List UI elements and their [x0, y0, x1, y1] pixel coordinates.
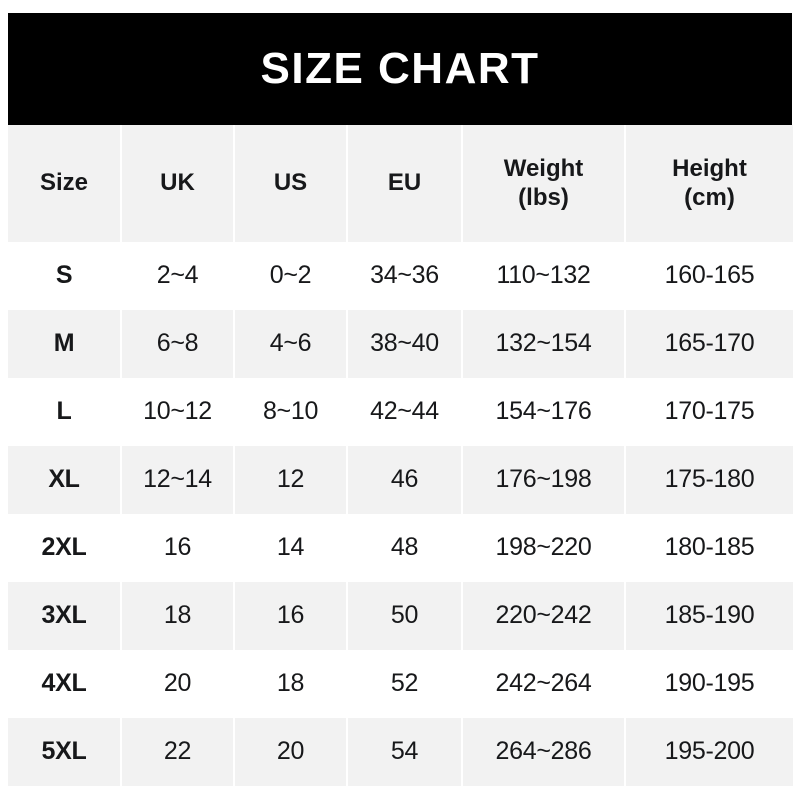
cell-eu: 42~44: [348, 378, 463, 446]
cell-size: 2XL: [8, 514, 122, 582]
cell-weight: 220~242: [463, 582, 626, 650]
cell-us: 4~6: [235, 310, 348, 378]
cell-uk: 6~8: [122, 310, 235, 378]
column-header-uk: UK: [122, 125, 235, 242]
column-header-size: Size: [8, 125, 122, 242]
cell-weight: 176~198: [463, 446, 626, 514]
cell-height: 185-190: [626, 582, 793, 650]
column-header-size-line-1: Size: [39, 169, 89, 197]
column-header-height: Height (cm): [626, 125, 793, 242]
table-row: S 2~4 0~2 34~36 110~132 160-165: [8, 242, 793, 310]
table-row: 5XL 22 20 54 264~286 195-200: [8, 718, 793, 786]
cell-eu: 50: [348, 582, 463, 650]
cell-weight: 198~220: [463, 514, 626, 582]
cell-us: 8~10: [235, 378, 348, 446]
cell-size: L: [8, 378, 122, 446]
cell-height: 180-185: [626, 514, 793, 582]
page-title: SIZE CHART: [260, 44, 540, 93]
column-header-eu: EU: [348, 125, 463, 242]
cell-eu: 52: [348, 650, 463, 718]
cell-height: 165-170: [626, 310, 793, 378]
cell-height: 170-175: [626, 378, 793, 446]
column-header-uk-line-1: UK: [160, 169, 195, 197]
column-header-us: US: [235, 125, 348, 242]
cell-height: 195-200: [626, 718, 793, 786]
cell-eu: 34~36: [348, 242, 463, 310]
cell-size: 5XL: [8, 718, 122, 786]
cell-size: XL: [8, 446, 122, 514]
cell-uk: 22: [122, 718, 235, 786]
cell-uk: 18: [122, 582, 235, 650]
cell-us: 18: [235, 650, 348, 718]
column-header-us-line-1: US: [273, 169, 308, 197]
cell-us: 0~2: [235, 242, 348, 310]
cell-weight: 242~264: [463, 650, 626, 718]
cell-size: M: [8, 310, 122, 378]
table-row: 3XL 18 16 50 220~242 185-190: [8, 582, 793, 650]
table-row: M 6~8 4~6 38~40 132~154 165-170: [8, 310, 793, 378]
column-header-weight: Weight (lbs): [463, 125, 626, 242]
cell-uk: 10~12: [122, 378, 235, 446]
table-row: L 10~12 8~10 42~44 154~176 170-175: [8, 378, 793, 446]
table-row: 2XL 16 14 48 198~220 180-185: [8, 514, 793, 582]
cell-weight: 132~154: [463, 310, 626, 378]
column-header-weight-line-1: Weight: [503, 155, 584, 183]
cell-uk: 2~4: [122, 242, 235, 310]
cell-height: 175-180: [626, 446, 793, 514]
column-header-height-line-1: Height: [672, 155, 747, 183]
cell-weight: 264~286: [463, 718, 626, 786]
cell-weight: 110~132: [463, 242, 626, 310]
cell-size: 3XL: [8, 582, 122, 650]
column-header-weight-line-2: (lbs): [518, 183, 569, 211]
table-row: 4XL 20 18 52 242~264 190-195: [8, 650, 793, 718]
cell-height: 190-195: [626, 650, 793, 718]
cell-uk: 12~14: [122, 446, 235, 514]
cell-eu: 54: [348, 718, 463, 786]
size-chart-table: Size UK US EU Weight (lbs) Height (cm) S…: [8, 125, 793, 786]
title-banner: SIZE CHART: [8, 13, 792, 125]
cell-us: 12: [235, 446, 348, 514]
cell-us: 16: [235, 582, 348, 650]
cell-uk: 20: [122, 650, 235, 718]
cell-us: 14: [235, 514, 348, 582]
table-row: XL 12~14 12 46 176~198 175-180: [8, 446, 793, 514]
cell-uk: 16: [122, 514, 235, 582]
cell-size: 4XL: [8, 650, 122, 718]
cell-weight: 154~176: [463, 378, 626, 446]
cell-size: S: [8, 242, 122, 310]
cell-us: 20: [235, 718, 348, 786]
column-header-eu-line-1: EU: [387, 169, 422, 197]
cell-eu: 48: [348, 514, 463, 582]
table-header-row: Size UK US EU Weight (lbs) Height (cm): [8, 125, 793, 242]
cell-height: 160-165: [626, 242, 793, 310]
column-header-height-line-2: (cm): [684, 183, 735, 211]
cell-eu: 38~40: [348, 310, 463, 378]
cell-eu: 46: [348, 446, 463, 514]
